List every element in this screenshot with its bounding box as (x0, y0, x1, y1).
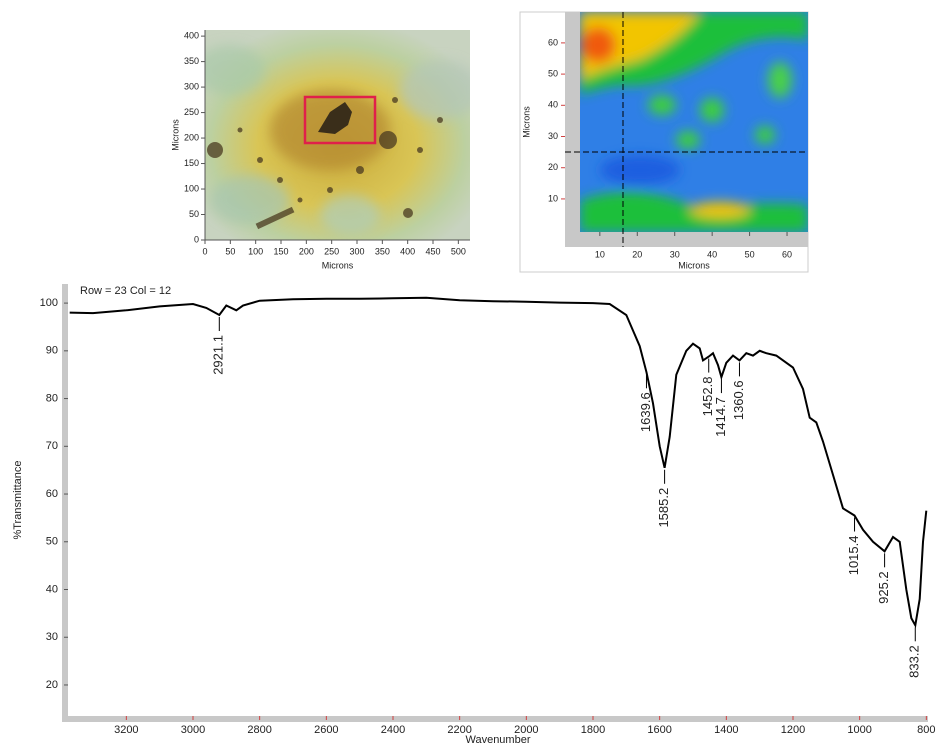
y-tick-label: 0 (194, 234, 199, 244)
y-tick-label: 60 (548, 37, 558, 47)
peak-label: 1585.2 (656, 488, 671, 528)
y-tick-label: 100 (184, 183, 199, 193)
x-tick-label: 500 (451, 246, 466, 256)
y-tick-label: 250 (184, 107, 199, 117)
x-tick-label: 40 (707, 249, 717, 259)
annotation: Row = 23 Col = 12 (80, 285, 171, 297)
x-tick-label: 1000 (847, 724, 871, 736)
x-tick-label: 50 (745, 249, 755, 259)
y-tick-label: 20 (46, 679, 58, 691)
x-tick-label: 350 (375, 246, 390, 256)
x-tick-label: 450 (425, 246, 440, 256)
x-tick-label: 1400 (714, 724, 738, 736)
x-tick-label: 10 (595, 249, 605, 259)
y-tick-label: 100 (40, 297, 58, 309)
y-tick-label: 150 (184, 158, 199, 168)
chart: Row = 23 Col = 12 0501001502002503003504… (0, 0, 936, 747)
peak-label: 1639.6 (638, 392, 653, 432)
x-tick-label: 0 (202, 246, 207, 256)
peak-label: 833.2 (907, 645, 922, 678)
x-tick-label: 2600 (314, 724, 338, 736)
x-tick-label: 400 (400, 246, 415, 256)
x-axis-label: Microns (322, 260, 354, 270)
y-tick-label: 300 (184, 81, 199, 91)
x-tick-label: 300 (349, 246, 364, 256)
y-tick-label: 60 (46, 488, 58, 500)
y-tick-label: 20 (548, 162, 558, 172)
x-tick-label: 150 (273, 246, 288, 256)
x-tick-label: 2800 (247, 724, 271, 736)
y-axis-label: Microns (521, 106, 531, 138)
y-tick-label: 90 (46, 345, 58, 357)
x-tick-label: 100 (248, 246, 263, 256)
y-tick-label: 50 (548, 68, 558, 78)
y-tick-label: 200 (184, 132, 199, 142)
y-tick-label: 10 (548, 193, 558, 203)
x-tick-label: 1600 (647, 724, 671, 736)
heatmap-image (580, 12, 808, 232)
heatmap-strip (565, 12, 580, 247)
x-tick-label: 60 (782, 249, 792, 259)
y-axis-label: %Transmittance (12, 460, 24, 539)
y-tick-label: 400 (184, 30, 199, 40)
x-axis-label: Microns (678, 260, 710, 270)
peak-label: 1015.4 (846, 536, 861, 576)
y-tick-label: 80 (46, 392, 58, 404)
y-tick-label: 40 (548, 100, 558, 110)
y-axis-label: Microns (170, 119, 180, 151)
spectrum-line (70, 298, 927, 626)
x-axis-label: Wavenumber (465, 734, 530, 746)
x-tick-label: 30 (670, 249, 680, 259)
x-tick-label: 50 (225, 246, 235, 256)
peak-label: 1414.7 (713, 397, 728, 437)
x-tick-label: 250 (324, 246, 339, 256)
y-tick-label: 70 (46, 440, 58, 452)
x-tick-label: 3000 (181, 724, 205, 736)
peak-label: 1360.6 (731, 380, 746, 420)
heatmap-strip (565, 232, 808, 247)
y-tick-label: 50 (189, 209, 199, 219)
x-tick-label: 20 (632, 249, 642, 259)
y-tick-label: 30 (46, 631, 58, 643)
y-tick-label: 30 (548, 131, 558, 141)
y-tick-label: 50 (46, 536, 58, 548)
peak-label: 925.2 (876, 571, 891, 604)
x-tick-label: 800 (917, 724, 935, 736)
x-tick-label: 1200 (781, 724, 805, 736)
peak-label: 2921.1 (211, 335, 226, 375)
microscope-image (195, 30, 480, 240)
y-tick-label: 350 (184, 56, 199, 66)
axis-strip (62, 716, 928, 722)
axis-strip (62, 284, 68, 722)
page: {"chart_data": [ {"type": "image", "xlab… (0, 0, 936, 747)
x-tick-label: 2400 (381, 724, 405, 736)
x-tick-label: 200 (299, 246, 314, 256)
y-tick-label: 40 (46, 583, 58, 595)
x-tick-label: 1800 (581, 724, 605, 736)
x-tick-label: 3200 (114, 724, 138, 736)
